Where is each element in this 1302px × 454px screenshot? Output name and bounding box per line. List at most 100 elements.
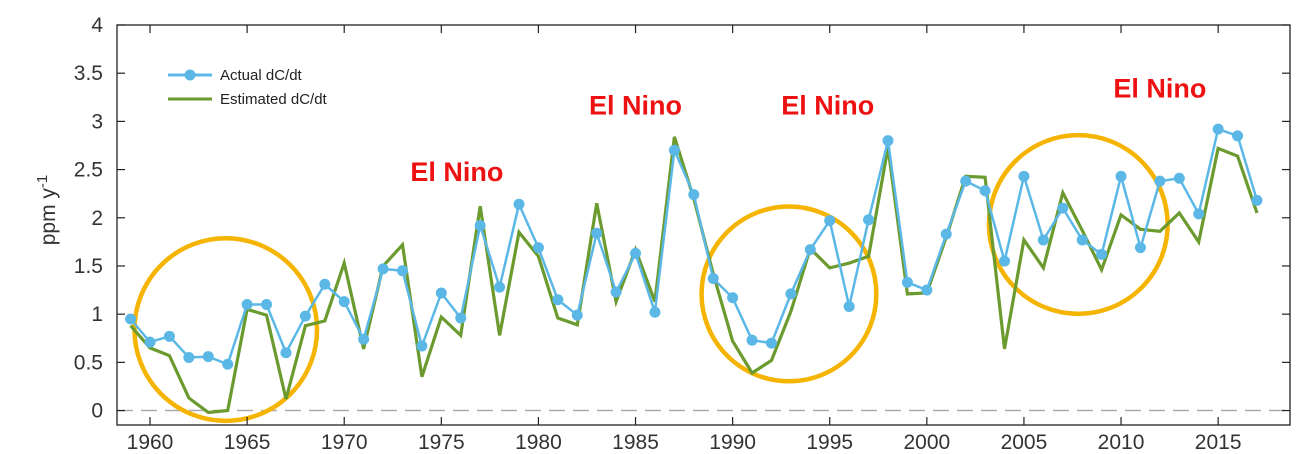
y-tick-label-1.5: 1.5 (74, 255, 103, 278)
y-tick-label-4: 4 (91, 14, 103, 37)
legend-marker-actual (184, 69, 196, 81)
annotation-el-nino-4: El Nino (1113, 73, 1206, 103)
data-point-actual-2012 (1154, 175, 1166, 187)
data-point-actual-2013 (1173, 172, 1185, 184)
data-point-actual-1961 (163, 330, 175, 342)
data-point-actual-1999 (901, 276, 913, 288)
x-tick-label-1985: 1985 (612, 431, 659, 454)
data-point-actual-1968 (299, 310, 311, 322)
data-point-actual-1971 (358, 333, 370, 345)
x-tick-label-2005: 2005 (1001, 431, 1048, 454)
data-point-actual-1973 (396, 265, 408, 277)
data-point-actual-2005 (1018, 170, 1030, 182)
data-point-actual-1983 (591, 227, 603, 239)
x-tick-label-1965: 1965 (224, 431, 271, 454)
x-tick-label-2000: 2000 (903, 431, 950, 454)
legend-label-estimated: Estimated dC/dt (220, 91, 328, 108)
data-point-actual-1986 (649, 306, 661, 318)
data-point-actual-1965 (241, 299, 253, 311)
data-point-actual-2006 (1037, 234, 1049, 246)
data-point-actual-1990 (727, 292, 739, 304)
data-point-actual-1984 (610, 286, 622, 298)
y-tick-label-2.5: 2.5 (74, 159, 103, 182)
x-tick-label-2015: 2015 (1195, 431, 1242, 454)
data-point-actual-2008 (1076, 234, 1088, 246)
data-point-actual-2009 (1096, 248, 1108, 260)
data-point-actual-1963 (202, 351, 214, 363)
data-point-actual-2004 (999, 255, 1011, 267)
data-point-actual-2014 (1193, 208, 1205, 220)
x-tick-label-1960: 1960 (127, 431, 174, 454)
legend-label-actual: Actual dC/dt (220, 67, 303, 84)
y-axis-label: ppm y-1 (34, 175, 60, 246)
y-tick-label-3.5: 3.5 (74, 62, 103, 85)
data-point-actual-1980 (532, 242, 544, 254)
data-point-actual-1996 (843, 300, 855, 312)
data-point-actual-1976 (455, 312, 467, 324)
x-tick-label-1980: 1980 (515, 431, 562, 454)
data-point-actual-1967 (280, 347, 292, 359)
x-tick-label-1970: 1970 (321, 431, 368, 454)
data-point-actual-1992 (765, 337, 777, 349)
data-point-actual-1964 (222, 358, 234, 370)
highlight-circle-layer (132, 132, 1170, 424)
data-point-actual-1997 (863, 214, 875, 226)
plot-frame (116, 24, 1291, 426)
series-line-actual (129, 127, 1259, 366)
x-tick-label-1995: 1995 (806, 431, 853, 454)
data-point-actual-1995 (824, 215, 836, 227)
data-point-actual-2015 (1212, 123, 1224, 135)
data-point-actual-2016 (1232, 130, 1244, 142)
data-point-actual-1993 (785, 288, 797, 300)
annotation-layer: El Nino El Nino El Nino El Nino (410, 73, 1206, 187)
data-point-actual-1988 (688, 189, 700, 201)
x-tick-label-2010: 2010 (1098, 431, 1145, 454)
data-point-actual-1970 (338, 296, 350, 308)
data-point-actual-2010 (1115, 170, 1127, 182)
data-point-actual-1962 (183, 352, 195, 364)
data-point-actual-1994 (804, 244, 816, 256)
data-point-actual-2011 (1134, 242, 1146, 254)
highlight-circle-2 (699, 204, 879, 384)
y-tick-label-0.5: 0.5 (74, 351, 103, 374)
annotation-el-nino-3: El Nino (781, 91, 874, 121)
data-point-actual-2000 (921, 284, 933, 296)
data-point-actual-2001 (940, 228, 952, 240)
data-point-actual-1987 (668, 144, 680, 156)
axes: 1960 1965 1970 1975 1980 1985 1990 1995 2000 2005… (74, 14, 1291, 454)
data-point-actual-1969 (319, 278, 331, 290)
y-axis-label-text: ppm y (37, 188, 60, 246)
y-tick-label-0: 0 (91, 400, 103, 423)
data-point-actual-2007 (1057, 202, 1069, 214)
annotation-el-nino-1: El Nino (410, 157, 503, 187)
data-point-actual-1978 (494, 281, 506, 293)
data-point-actual-1960 (144, 336, 156, 348)
y-tick-label-3: 3 (91, 110, 103, 133)
data-point-actual-1991 (746, 334, 758, 346)
data-point-actual-1998 (882, 135, 894, 147)
data-point-actual-1975 (435, 287, 447, 299)
legend-background (130, 52, 390, 114)
data-point-actual-2017 (1251, 194, 1263, 206)
data-point-actual-1977 (474, 219, 486, 231)
series-layer (125, 123, 1263, 415)
y-tick-label-1: 1 (91, 303, 103, 326)
x-tick-label-1975: 1975 (418, 431, 465, 454)
data-point-actual-2003 (979, 185, 991, 197)
y-tick-label-2: 2 (91, 207, 103, 230)
data-point-actual-1982 (571, 309, 583, 321)
data-point-actual-1985 (630, 247, 642, 259)
data-point-actual-1979 (513, 198, 525, 210)
data-point-actual-1966 (261, 299, 273, 311)
data-point-actual-1974 (416, 340, 428, 352)
data-point-actual-1989 (707, 272, 719, 284)
data-point-actual-1972 (377, 263, 389, 275)
data-point-actual-1959 (125, 313, 137, 325)
data-point-actual-1981 (552, 294, 564, 306)
annotation-el-nino-2: El Nino (589, 91, 682, 121)
y-axis-label-superscript: -1 (34, 175, 51, 188)
x-tick-label-1990: 1990 (709, 431, 756, 454)
legend: Actual dC/dt Estimated dC/dt (130, 52, 390, 114)
highlight-circle-1 (132, 236, 320, 424)
